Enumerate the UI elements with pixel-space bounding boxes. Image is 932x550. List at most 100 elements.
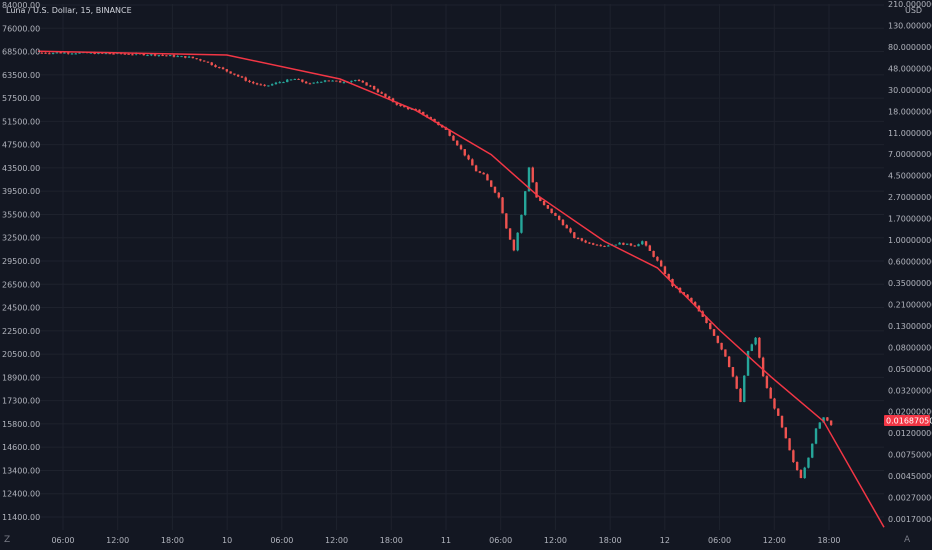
- candle-body: [690, 297, 693, 303]
- candle-body: [342, 82, 346, 84]
- candle-body: [527, 167, 531, 192]
- left-axis-tick-label: 15800.00: [2, 420, 40, 429]
- candle-body: [550, 208, 553, 214]
- candle-body: [656, 256, 659, 261]
- time-axis[interactable]: 06:00 12:00 18:00 10 06:00 12:00 18:00 11 06:00 1…: [51, 536, 840, 545]
- candle-body: [361, 80, 365, 83]
- corner-label-z: Z: [4, 535, 10, 545]
- symbol-title: Luna / U.S. Dollar, 15, BINANCE: [6, 6, 132, 15]
- candle-body: [191, 56, 195, 59]
- candle-body: [467, 155, 470, 160]
- candle-body: [70, 53, 74, 55]
- candle-body: [788, 438, 791, 451]
- candle-body: [59, 52, 62, 54]
- candle-body: [327, 80, 331, 82]
- candle-body: [493, 186, 497, 193]
- candle-body: [625, 243, 629, 245]
- candle-body: [637, 244, 640, 247]
- candle-body: [818, 422, 821, 429]
- right-axis-tick-label: 0.03200000: [888, 386, 932, 395]
- candle-body: [686, 294, 689, 298]
- candle-body: [270, 84, 274, 86]
- candle-body: [365, 82, 368, 86]
- candle-body: [829, 420, 833, 425]
- candle-body: [769, 387, 772, 399]
- left-axis-tick-label: 35500.00: [2, 210, 40, 219]
- right-axis-tick-label: 4.50000000: [888, 172, 932, 181]
- time-axis-tick-label: 06:00: [270, 536, 293, 545]
- right-axis-tick-label: 18.00000000: [888, 107, 932, 116]
- candle-body: [554, 213, 557, 216]
- candle-body: [463, 149, 466, 156]
- candle-body: [422, 111, 425, 116]
- candle-body: [395, 101, 398, 105]
- left-axis-tick-label: 17300.00: [2, 397, 40, 406]
- left-axis-tick-label: 68500.00: [2, 48, 40, 57]
- candle-body: [569, 228, 572, 233]
- candle-body: [705, 316, 708, 324]
- right-axis-tick-label: 30.00000000: [888, 86, 932, 95]
- candle-body: [259, 84, 263, 86]
- candle-body: [406, 107, 410, 110]
- candle-body: [807, 457, 810, 468]
- candle-body: [229, 71, 232, 74]
- candle-body: [478, 171, 482, 173]
- left-axis-tick-label: 29500.00: [2, 257, 40, 266]
- candle-body: [622, 242, 625, 245]
- time-axis-tick-label: 06:00: [708, 536, 731, 545]
- left-axis-tick-label: 57500.00: [2, 94, 40, 103]
- candle-body: [376, 89, 380, 93]
- candle-body: [497, 192, 500, 198]
- candle-body: [822, 417, 825, 423]
- candle-body: [323, 80, 327, 82]
- candle-body: [278, 82, 281, 84]
- right-price-axis[interactable]: 210.00000000 130.00000000 80.00000000 48.00…: [888, 0, 932, 524]
- candle-body: [546, 205, 550, 209]
- grid-lines: [38, 4, 884, 530]
- candle-body: [384, 93, 387, 97]
- candle-body: [218, 67, 221, 69]
- candle-body: [727, 356, 731, 368]
- candle-body: [735, 376, 738, 389]
- candle-body: [599, 245, 602, 247]
- right-axis-tick-label: 80.00000000: [888, 43, 932, 52]
- last-price-text: 0.01687050: [886, 417, 932, 426]
- candle-body: [338, 80, 342, 83]
- candle-body: [350, 80, 353, 82]
- candle-body: [591, 243, 595, 245]
- candle-body: [474, 165, 478, 172]
- time-axis-tick-label: 11: [441, 536, 451, 545]
- candle-body: [354, 80, 357, 82]
- left-axis-tick-label: 63500.00: [2, 71, 40, 80]
- candle-body: [501, 197, 504, 214]
- right-axis-tick-label: 0.00270000: [888, 494, 932, 503]
- candle-body: [195, 58, 198, 60]
- candle-body: [123, 53, 127, 55]
- candle-body: [663, 266, 667, 274]
- candle-body: [576, 238, 580, 240]
- candle-body: [380, 92, 383, 94]
- right-axis-tick-label: 11.00000000: [888, 129, 932, 138]
- left-axis-tick-label: 51500.00: [2, 117, 40, 126]
- candle-body: [267, 85, 270, 87]
- candle-body: [304, 81, 308, 84]
- left-axis-tick-label: 14600.00: [2, 443, 40, 452]
- left-axis-tick-label: 84000.00: [2, 1, 40, 10]
- candle-body: [176, 56, 179, 58]
- candle-body: [595, 244, 599, 246]
- candle-body: [490, 180, 493, 187]
- right-axis-tick-label: 0.00750000: [888, 451, 932, 460]
- candle-body: [607, 245, 610, 247]
- candle-body: [202, 60, 206, 62]
- left-price-axis[interactable]: 84000.00 76000.00 68500.00 63500.00 57500.00…: [2, 1, 40, 522]
- candle-body: [297, 78, 300, 80]
- candle-body: [289, 79, 293, 81]
- candle-body: [603, 245, 606, 247]
- candle-body: [739, 388, 742, 402]
- candle-body: [221, 67, 225, 70]
- candle-body: [542, 200, 546, 206]
- right-axis-tick-label: 0.08000000: [888, 343, 932, 352]
- candle-body: [516, 232, 519, 251]
